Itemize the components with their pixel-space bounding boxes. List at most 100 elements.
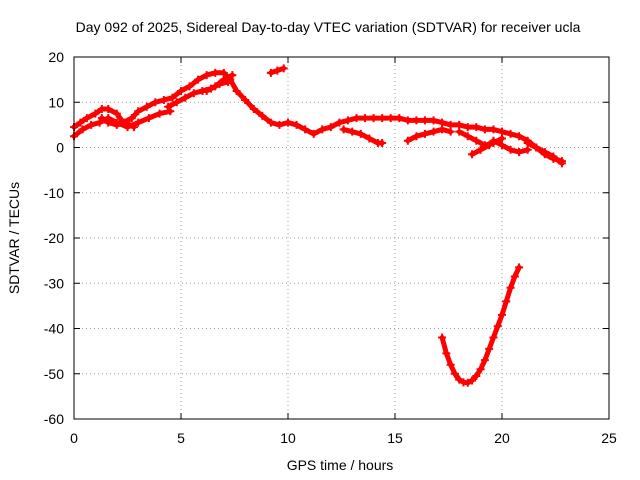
data-point [378,114,387,123]
data-point [446,127,455,136]
data-point [168,93,177,102]
data-point [498,141,506,150]
x-tick-label: 0 [70,430,78,446]
data-point [318,125,327,134]
plot-frame [73,56,610,420]
data-point [365,134,374,143]
data-point [446,120,455,129]
x-tick-label: 10 [280,430,296,446]
data-point [181,93,190,102]
data-point [510,272,519,281]
data-point [489,136,498,145]
data-point [378,138,387,147]
y-tick-label: -20 [44,230,64,246]
data-point [438,333,447,342]
data-point [557,159,566,168]
data-point [506,283,515,292]
y-tick-label: -40 [44,321,64,337]
data-point [121,118,130,127]
data-point [468,376,477,385]
data-point [142,102,151,111]
series-line-track-8 [405,126,454,144]
data-point [241,95,250,104]
data-point [87,120,96,129]
data-point [129,123,138,132]
data-point [446,360,455,369]
data-point [202,86,211,95]
data-point [76,118,85,127]
y-tick-label: 10 [48,94,64,110]
data-point [91,109,100,118]
y-tick-label: -50 [44,366,64,382]
data-point [420,129,429,138]
data-point [185,82,194,91]
data-point [134,118,143,127]
series-layer [70,64,566,387]
data-point [438,125,447,134]
data-point [82,114,91,123]
data-point [228,71,237,80]
data-point [506,145,515,154]
data-point [403,136,412,145]
y-tick-label: -10 [44,185,64,201]
data-point [369,114,378,123]
data-point [164,102,173,111]
data-point [104,118,113,127]
data-point [292,120,301,129]
data-point [275,120,284,129]
data-point [258,111,267,120]
y-tick-label: 0 [56,140,64,156]
data-point [540,148,549,157]
chart-title: Day 092 of 2025, Sidereal Day-to-day VTE… [76,19,581,35]
data-point [412,116,421,125]
data-point [489,333,498,342]
data-point [166,107,175,116]
data-point [232,86,241,95]
data-point [463,123,472,132]
data-point [420,116,429,125]
data-point [472,136,481,145]
data-point [498,310,506,319]
data-point [219,75,228,84]
data-point [155,109,164,118]
data-point [455,120,464,129]
data-point [472,372,481,381]
data-point [429,127,438,136]
x-tick-label: 5 [177,430,185,446]
data-point [549,152,558,161]
x-tick-label: 25 [601,430,617,446]
data-point [523,138,532,147]
y-tick-label: -30 [44,275,64,291]
data-point [279,64,288,73]
data-point [498,127,506,136]
data-point [348,127,357,136]
data-point [463,378,472,387]
data-point [429,116,438,125]
data-point [97,114,106,123]
data-point [463,132,472,141]
data-point [194,75,203,84]
data-point [386,114,395,123]
data-point [485,141,494,150]
data-point [502,297,511,306]
data-point [489,125,498,134]
data-point [523,145,532,154]
data-point [476,365,485,374]
data-point [450,369,459,378]
data-point [189,89,198,98]
data-point [266,118,275,127]
data-point [159,95,168,104]
data-point [412,132,421,141]
data-point [498,134,506,143]
x-axis-label: GPS time / hours [287,457,394,473]
data-point [172,98,181,107]
data-point [480,356,489,365]
data-point [395,114,404,123]
data-point [485,344,494,353]
tick-layer: 0 5 10 15 20 25 -60 -50 -40 -30 -20 -10 0 10 20 [44,49,617,446]
data-point [284,118,292,127]
data-point [476,145,485,154]
series-line-track-5 [204,72,235,94]
data-point [309,129,318,138]
